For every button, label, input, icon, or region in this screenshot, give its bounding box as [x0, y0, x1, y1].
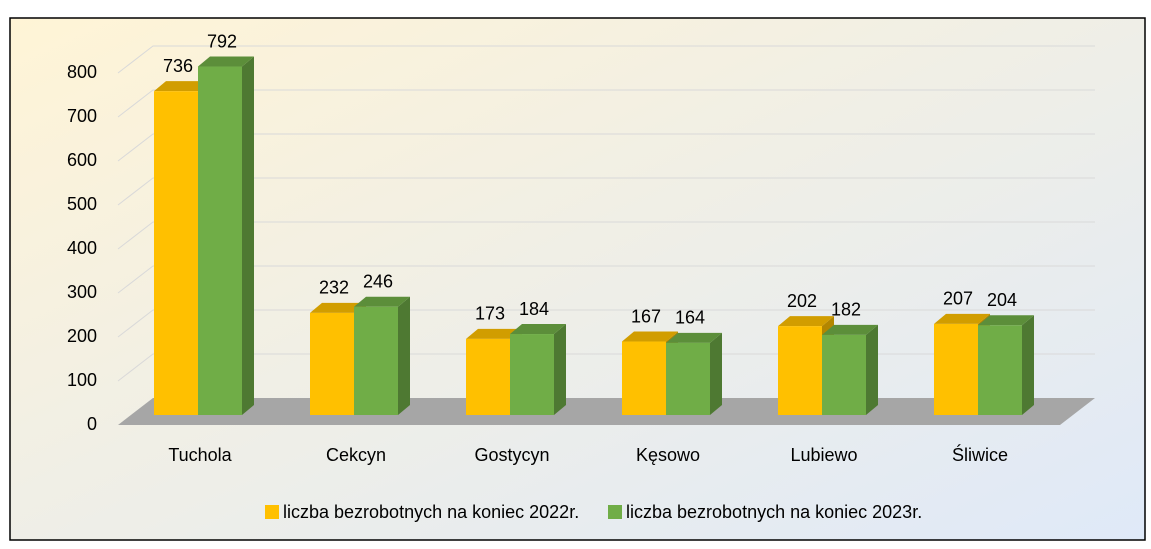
y-tick-label: 400	[67, 238, 97, 258]
bar-face	[198, 56, 254, 67]
x-tick-label: Kęsowo	[636, 445, 700, 465]
data-label: 232	[319, 278, 349, 298]
bar-face	[934, 323, 978, 415]
grid-line	[117, 265, 1095, 294]
bar-face	[154, 81, 210, 92]
data-label: 202	[787, 291, 817, 311]
bar	[198, 56, 254, 416]
bar-face	[510, 334, 554, 415]
y-tick-label: 100	[67, 370, 97, 390]
grid-line	[117, 45, 1095, 74]
bar-face	[666, 342, 710, 415]
bar-face	[778, 326, 822, 415]
data-label: 246	[363, 272, 393, 292]
data-label: 167	[631, 306, 661, 326]
x-tick-label: Lubiewo	[790, 445, 857, 465]
bar-face	[242, 56, 254, 416]
y-tick-label: 200	[67, 326, 97, 346]
grid-line	[117, 309, 1095, 338]
x-tick-label: Śliwice	[952, 444, 1008, 465]
bar	[822, 324, 878, 415]
data-label: 792	[207, 31, 237, 51]
bar-face	[554, 324, 566, 415]
data-label: 207	[943, 289, 973, 309]
bar-face	[154, 91, 198, 415]
y-tick-label: 300	[67, 282, 97, 302]
bar	[978, 315, 1034, 415]
y-tick-label: 800	[67, 62, 97, 82]
bar-face	[978, 325, 1022, 415]
grid-line	[117, 221, 1095, 250]
data-label: 204	[987, 290, 1017, 310]
x-tick-label: Gostycyn	[474, 445, 549, 465]
legend-swatch	[265, 505, 279, 519]
bar-face	[466, 338, 510, 415]
y-tick-label: 700	[67, 106, 97, 126]
bar-face	[622, 341, 666, 415]
bar-face	[622, 331, 678, 342]
x-tick-label: Cekcyn	[326, 445, 386, 465]
bar-face	[778, 316, 834, 327]
y-tick-label: 600	[67, 150, 97, 170]
bar-face	[198, 66, 242, 416]
bar-face	[934, 313, 990, 324]
grid-line	[117, 89, 1095, 118]
data-label: 736	[163, 56, 193, 76]
grid-line	[117, 133, 1095, 162]
bar-face	[866, 324, 878, 415]
data-label: 184	[519, 299, 549, 319]
bar-face	[310, 302, 366, 313]
grid-line	[117, 177, 1095, 206]
bar	[510, 324, 566, 415]
bar-face	[1022, 315, 1034, 415]
data-label: 173	[475, 304, 505, 324]
legend-label: liczba bezrobotnych na koniec 2023r.	[626, 502, 922, 522]
y-tick-label: 500	[67, 194, 97, 214]
data-label: 182	[831, 300, 861, 320]
bar-face	[510, 324, 566, 335]
bar-face	[310, 312, 354, 415]
bar-face	[822, 334, 866, 415]
bar-face	[354, 296, 410, 307]
bar-face	[466, 328, 522, 339]
bar	[354, 296, 410, 415]
bar-face	[666, 332, 722, 343]
data-label: 164	[675, 308, 705, 328]
bar-face	[710, 332, 722, 415]
bar	[666, 332, 722, 415]
x-tick-label: Tuchola	[168, 445, 232, 465]
legend-label: liczba bezrobotnych na koniec 2022r.	[283, 502, 579, 522]
bar-face	[398, 296, 410, 415]
y-tick-label: 0	[87, 414, 97, 434]
legend-swatch	[608, 505, 622, 519]
bar-face	[354, 306, 398, 415]
bar-face	[978, 315, 1034, 326]
bar-face	[822, 324, 878, 335]
